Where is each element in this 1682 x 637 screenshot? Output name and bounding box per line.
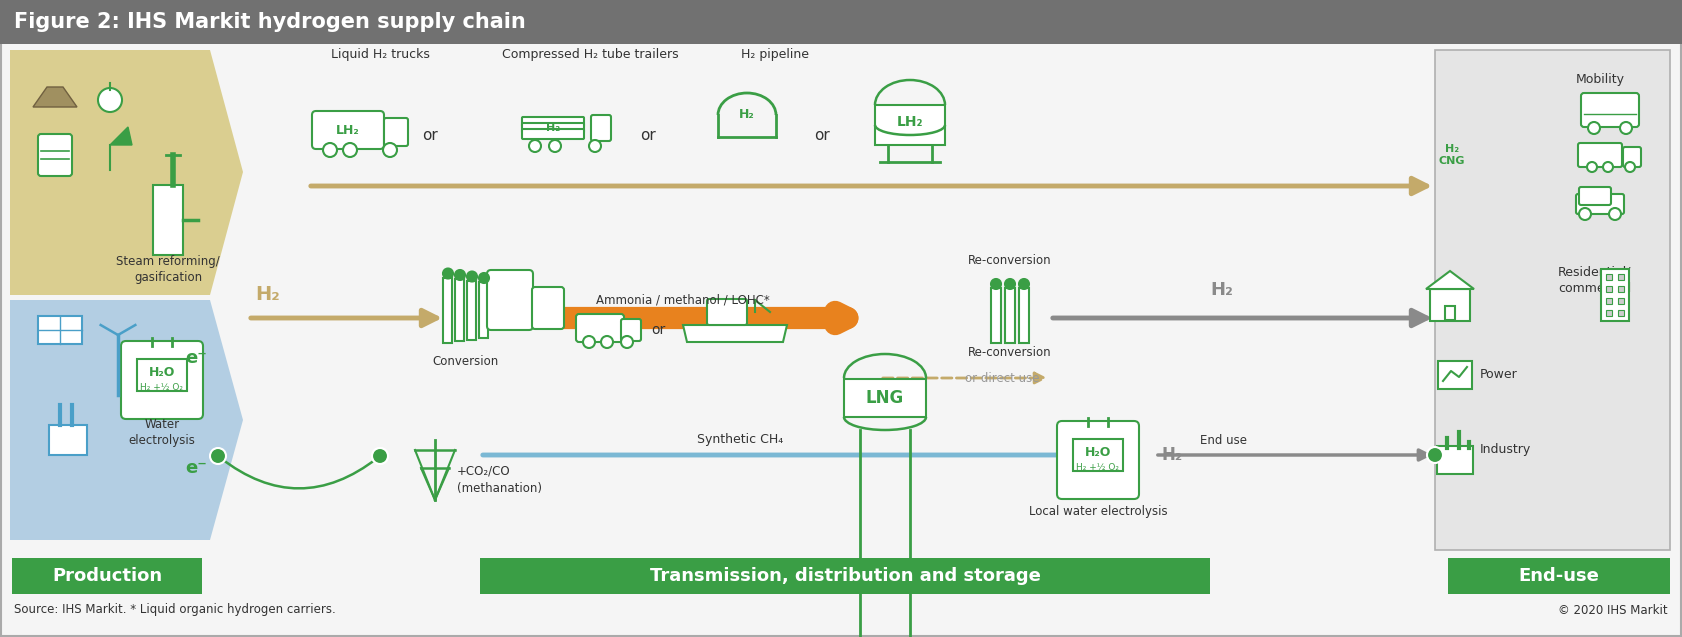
FancyBboxPatch shape: [844, 379, 927, 417]
Text: Mobility: Mobility: [1576, 73, 1625, 87]
Text: or direct use: or direct use: [965, 371, 1039, 385]
Text: Compressed H₂ tube trailers: Compressed H₂ tube trailers: [501, 48, 678, 61]
Text: H₂O: H₂O: [1085, 445, 1112, 459]
FancyBboxPatch shape: [383, 118, 409, 146]
FancyBboxPatch shape: [1438, 361, 1472, 389]
Text: or: or: [651, 323, 664, 337]
Text: H₂: H₂: [547, 123, 560, 133]
Text: Industry: Industry: [1480, 443, 1531, 457]
Circle shape: [589, 140, 600, 152]
FancyBboxPatch shape: [1601, 269, 1628, 321]
Circle shape: [468, 271, 478, 282]
Circle shape: [1625, 162, 1635, 172]
FancyBboxPatch shape: [532, 287, 563, 329]
Text: H₂: H₂: [1162, 446, 1182, 464]
FancyBboxPatch shape: [1436, 446, 1473, 474]
FancyBboxPatch shape: [875, 105, 945, 145]
Polygon shape: [683, 325, 787, 342]
FancyBboxPatch shape: [521, 117, 584, 127]
Text: Power: Power: [1480, 368, 1517, 382]
Text: H₂
CNG: H₂ CNG: [1438, 144, 1465, 166]
Circle shape: [548, 140, 562, 152]
FancyBboxPatch shape: [49, 425, 87, 455]
FancyBboxPatch shape: [311, 111, 383, 149]
FancyBboxPatch shape: [121, 341, 204, 419]
Circle shape: [343, 143, 357, 157]
Text: Source: IHS Markit. * Liquid organic hydrogen carriers.: Source: IHS Markit. * Liquid organic hyd…: [13, 603, 336, 617]
Text: H₂O: H₂O: [148, 366, 175, 378]
Text: Transmission, distribution and storage: Transmission, distribution and storage: [649, 567, 1041, 585]
Circle shape: [1426, 447, 1443, 463]
FancyBboxPatch shape: [1606, 298, 1611, 304]
Polygon shape: [1426, 271, 1473, 289]
FancyBboxPatch shape: [39, 134, 72, 176]
FancyBboxPatch shape: [12, 558, 202, 594]
FancyBboxPatch shape: [621, 319, 641, 341]
Text: End-use: End-use: [1519, 567, 1600, 585]
FancyBboxPatch shape: [1623, 147, 1642, 167]
Text: Steam reforming/
gasification: Steam reforming/ gasification: [116, 255, 220, 284]
FancyBboxPatch shape: [1435, 50, 1670, 550]
FancyBboxPatch shape: [479, 558, 1209, 594]
Text: H₂ pipeline: H₂ pipeline: [742, 48, 809, 61]
Circle shape: [530, 140, 542, 152]
FancyBboxPatch shape: [521, 123, 584, 133]
Text: End use: End use: [1199, 434, 1246, 448]
FancyBboxPatch shape: [1618, 274, 1625, 280]
Text: Water
electrolysis: Water electrolysis: [128, 418, 195, 447]
Circle shape: [1610, 208, 1621, 220]
Circle shape: [1588, 162, 1596, 172]
Text: © 2020 IHS Markit: © 2020 IHS Markit: [1559, 603, 1669, 617]
FancyBboxPatch shape: [488, 270, 533, 330]
FancyBboxPatch shape: [1006, 287, 1014, 343]
FancyBboxPatch shape: [1606, 310, 1611, 316]
Circle shape: [621, 336, 632, 348]
Text: Re-conversion: Re-conversion: [969, 346, 1051, 359]
Text: Production: Production: [52, 567, 161, 585]
FancyBboxPatch shape: [444, 278, 452, 343]
FancyBboxPatch shape: [0, 0, 1682, 44]
FancyBboxPatch shape: [1430, 289, 1470, 321]
Text: H₂ +½ O₂: H₂ +½ O₂: [141, 383, 183, 392]
FancyBboxPatch shape: [1578, 143, 1621, 167]
Text: or: or: [814, 127, 829, 143]
Circle shape: [600, 336, 612, 348]
FancyBboxPatch shape: [706, 299, 747, 325]
Circle shape: [584, 336, 595, 348]
Circle shape: [442, 269, 452, 278]
Text: Figure 2: IHS Markit hydrogen supply chain: Figure 2: IHS Markit hydrogen supply cha…: [13, 12, 526, 32]
Circle shape: [1620, 122, 1632, 134]
Text: or: or: [422, 127, 437, 143]
FancyBboxPatch shape: [1073, 439, 1124, 471]
Text: Conversion: Conversion: [432, 355, 500, 368]
FancyBboxPatch shape: [590, 115, 611, 141]
FancyBboxPatch shape: [479, 282, 488, 338]
Text: H₂: H₂: [738, 108, 755, 122]
FancyBboxPatch shape: [1606, 286, 1611, 292]
Text: or: or: [641, 127, 656, 143]
Circle shape: [1579, 208, 1591, 220]
FancyBboxPatch shape: [39, 316, 82, 344]
Circle shape: [372, 448, 389, 464]
Text: Ammonia / methanol / LOHC*: Ammonia / methanol / LOHC*: [595, 294, 770, 306]
FancyBboxPatch shape: [1056, 421, 1139, 499]
Text: Re-conversion: Re-conversion: [969, 254, 1051, 267]
Text: e⁻: e⁻: [185, 459, 207, 477]
Polygon shape: [109, 127, 131, 145]
Text: H₂: H₂: [256, 285, 279, 304]
Circle shape: [1588, 122, 1600, 134]
Text: Residential/
commercial: Residential/ commercial: [1558, 266, 1632, 294]
FancyBboxPatch shape: [1445, 306, 1455, 320]
Polygon shape: [10, 50, 242, 295]
Text: LH₂: LH₂: [336, 124, 360, 136]
Circle shape: [991, 279, 1001, 289]
Circle shape: [98, 88, 123, 112]
Text: +CO₂/CO
(methanation): +CO₂/CO (methanation): [458, 465, 542, 495]
Circle shape: [210, 448, 225, 464]
FancyBboxPatch shape: [1579, 187, 1611, 205]
FancyBboxPatch shape: [1606, 274, 1611, 280]
FancyBboxPatch shape: [1581, 93, 1638, 127]
FancyBboxPatch shape: [1618, 310, 1625, 316]
Circle shape: [479, 273, 489, 283]
